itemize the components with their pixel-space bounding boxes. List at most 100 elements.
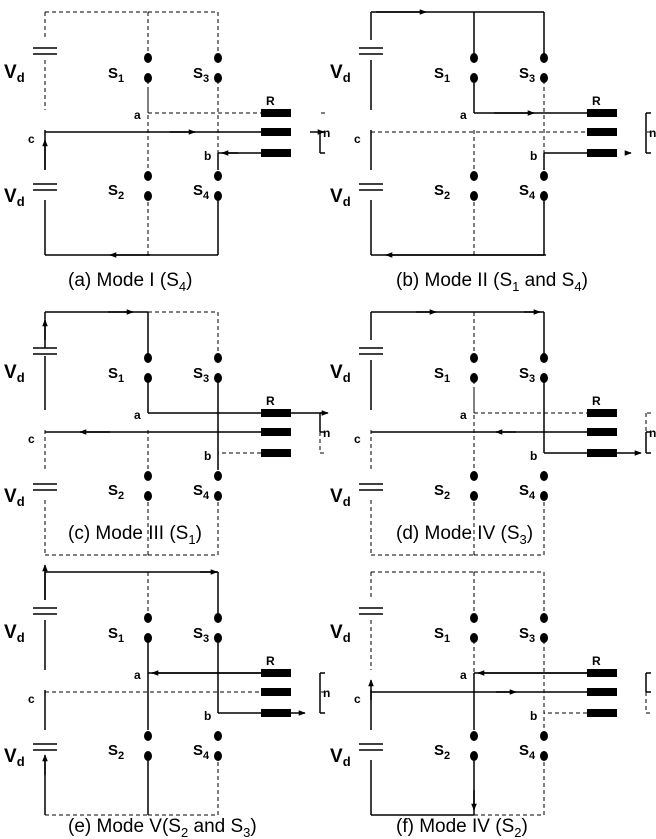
load-resistor-a <box>587 409 617 417</box>
vd-bottom-label: Vd <box>330 186 351 209</box>
s1-label: S1 <box>108 365 124 385</box>
load-resistor-c <box>587 428 617 436</box>
node-c-label: c <box>354 132 361 146</box>
s3-label: S3 <box>519 365 535 385</box>
vd-top-label: Vd <box>330 622 351 645</box>
node-c-label: c <box>28 132 35 146</box>
switch-s2-contact-top <box>144 731 152 741</box>
switch-s4-contact-top <box>540 731 548 741</box>
node-b-label: b <box>204 149 211 163</box>
switch-s3-contact-top <box>214 353 222 363</box>
load-resistor-b <box>587 149 617 157</box>
resistor-r-label: R <box>266 394 275 408</box>
resistor-r-label: R <box>266 654 275 668</box>
s1-label: S1 <box>434 625 450 645</box>
switch-s3-contact-top <box>214 53 222 63</box>
switch-s3-contact-bottom <box>540 73 548 83</box>
vd-top-label: Vd <box>4 362 25 385</box>
switch-s2-contact-bottom <box>470 751 478 761</box>
switch-s4-contact-bottom <box>214 751 222 761</box>
node-a-label: a <box>460 408 467 422</box>
node-n-label: n <box>649 426 656 440</box>
switch-s2-contact-bottom <box>144 751 152 761</box>
switch-s3-contact-bottom <box>214 73 222 83</box>
switch-s2-contact-bottom <box>144 491 152 501</box>
panel-c: Vd Vd S1 S3 S2 S4 a b c n R (c) Mode III (S1) <box>4 309 330 556</box>
panel-b: Vd Vd S1 S3 S2 S4 a b c n R (b) Mode II (S1 and S4) <box>330 9 656 294</box>
panel-a: Vd Vd S1 S3 S2 S4 a b c n R (a) Mode I (S4) <box>4 11 330 294</box>
load-resistor-c <box>261 128 291 136</box>
node-b-label: b <box>530 449 537 463</box>
s2-label: S2 <box>434 742 450 762</box>
capacitor-bottom-gap <box>357 484 385 492</box>
switch-s4-contact-top <box>214 171 222 181</box>
node-b-label: b <box>530 149 537 163</box>
switch-s3-contact-bottom <box>214 633 222 643</box>
node-a-label: a <box>460 108 467 122</box>
s3-label: S3 <box>193 625 209 645</box>
switch-s4-contact-top <box>214 471 222 481</box>
switch-s1-contact-top <box>470 613 478 623</box>
vd-bottom-label: Vd <box>330 746 351 769</box>
switch-s2-contact-bottom <box>470 191 478 201</box>
s4-label: S4 <box>193 182 210 202</box>
resistor-r-label: R <box>592 94 601 108</box>
caption-b: (b) Mode II (S1 and S4) <box>396 270 588 294</box>
switch-s1-contact-top <box>144 53 152 63</box>
capacitor-bottom-gap <box>31 184 59 192</box>
load-resistor-b <box>587 449 617 457</box>
s4-label: S4 <box>519 742 536 762</box>
s2-label: S2 <box>434 482 450 502</box>
node-a-label: a <box>134 668 141 682</box>
load-resistor-a <box>261 109 291 117</box>
node-n-label: n <box>323 426 330 440</box>
s4-label: S4 <box>193 482 210 502</box>
switch-s1-contact-top <box>470 353 478 363</box>
capacitor-bottom-gap <box>357 744 385 752</box>
switch-s1-contact-top <box>470 53 478 63</box>
switch-s2-contact-top <box>470 471 478 481</box>
s1-label: S1 <box>434 365 450 385</box>
vd-bottom-label: Vd <box>330 486 351 509</box>
node-a-label: a <box>134 108 141 122</box>
switch-s1-contact-bottom <box>144 73 152 83</box>
switch-s1-contact-bottom <box>144 373 152 383</box>
caption-a: (a) Mode I (S4) <box>68 270 192 294</box>
switch-s4-contact-bottom <box>540 751 548 761</box>
load-resistor-b <box>261 149 291 157</box>
load-resistor-c <box>261 688 291 696</box>
load-resistor-a <box>261 669 291 677</box>
switch-s1-contact-bottom <box>470 373 478 383</box>
switch-s2-contact-top <box>144 471 152 481</box>
switch-s3-contact-bottom <box>540 373 548 383</box>
switch-s4-contact-bottom <box>540 491 548 501</box>
switch-s2-contact-top <box>144 171 152 181</box>
resistor-r-label: R <box>266 94 275 108</box>
load-resistor-b <box>261 709 291 717</box>
node-a-label: a <box>134 408 141 422</box>
load-resistor-b <box>261 449 291 457</box>
node-b-label: b <box>530 709 537 723</box>
capacitor-top-gap <box>31 48 59 56</box>
switch-s3-contact-top <box>214 613 222 623</box>
switch-s1-contact-bottom <box>470 73 478 83</box>
switch-s3-contact-top <box>540 353 548 363</box>
capacitor-bottom-gap <box>31 744 59 752</box>
switch-s1-contact-top <box>144 613 152 623</box>
switch-s1-contact-bottom <box>470 633 478 643</box>
s3-label: S3 <box>519 65 535 85</box>
capacitor-bottom-gap <box>357 184 385 192</box>
load-resistor-a <box>587 109 617 117</box>
node-b-label: b <box>204 449 211 463</box>
caption-d: (d) Mode IV (S3) <box>396 523 533 547</box>
node-n-label: n <box>323 126 330 140</box>
switch-s1-contact-top <box>144 353 152 363</box>
s3-label: S3 <box>193 365 209 385</box>
s4-label: S4 <box>193 742 210 762</box>
node-n-label: n <box>649 126 656 140</box>
s4-label: S4 <box>519 182 536 202</box>
caption-f: (f) Mode IV (S2) <box>396 816 528 839</box>
switch-s4-contact-top <box>214 731 222 741</box>
panel-e: Vd Vd S1 S3 S2 S4 a b c n R (e) Mode V(S2 and S3) <box>4 564 330 839</box>
